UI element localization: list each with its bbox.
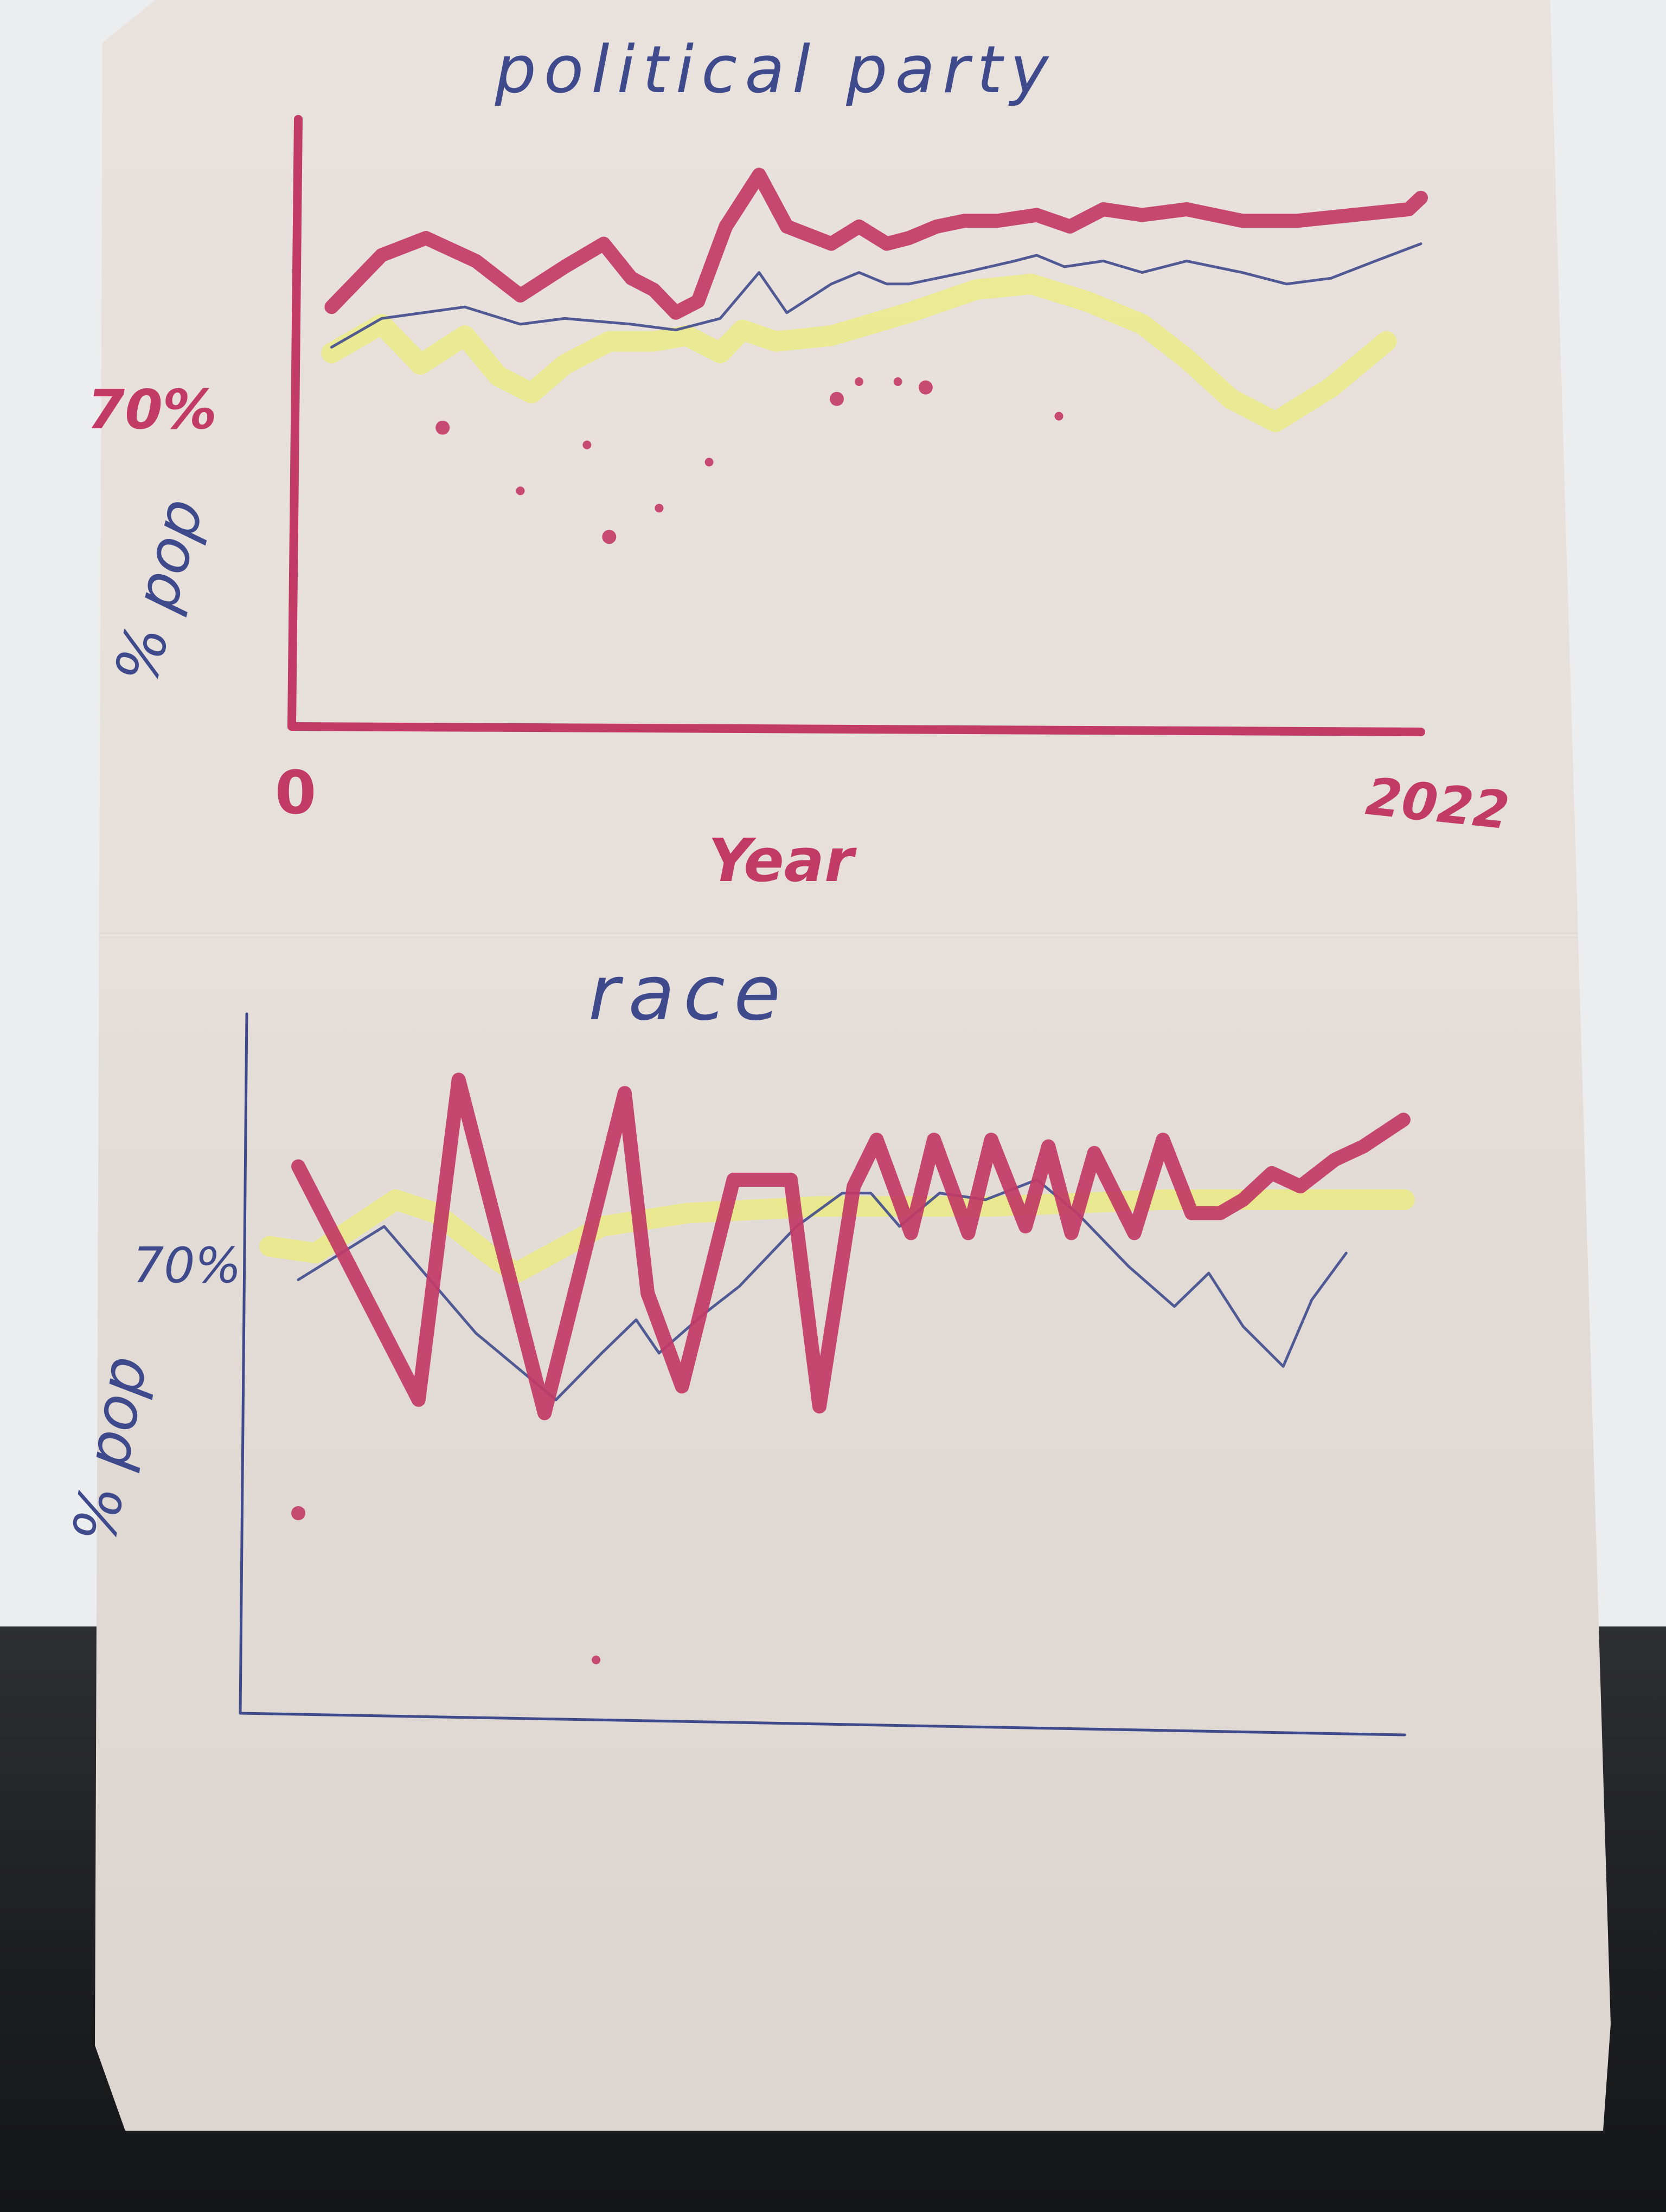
chart1-dot [435, 420, 450, 435]
chart1-red-series-line [324, 168, 1428, 320]
paper-fold [95, 933, 1611, 938]
chart1-dot [655, 504, 664, 513]
chart1-yellow-series-line [321, 273, 1397, 433]
chart1-blue-series-line [330, 242, 1422, 349]
chart1-dot [854, 377, 863, 386]
chart1-axes [287, 115, 1425, 736]
chart2-series [259, 1072, 1415, 1664]
chart1-dot [582, 440, 592, 449]
chart1-y-tick-label: 70% [87, 378, 217, 441]
chart1-series [321, 168, 1428, 544]
chart1-dot [602, 530, 617, 544]
chart2-dot [592, 1655, 601, 1664]
chart2-x-axis [239, 1712, 1406, 1737]
chart1-x-tick-start: 0 [275, 758, 317, 827]
chart2-dot [291, 1506, 306, 1520]
chart1-x-axis [287, 722, 1425, 736]
chart1-dot [893, 377, 902, 386]
chart1-dot [516, 486, 525, 496]
chart2-axes [239, 1012, 1406, 1737]
chart1-x-axis-label: Year [708, 826, 857, 895]
chart1-title: political party [495, 33, 1056, 108]
chart2-title: race [588, 949, 789, 1038]
chart1-dot [704, 458, 714, 467]
chart2-blue-series-line [297, 1178, 1348, 1401]
chart1-x-tick-end: 2022 [1363, 767, 1512, 841]
chart2-y-axis [239, 1012, 248, 1715]
chart1-dot [918, 380, 933, 395]
chart2-red-series-line [291, 1072, 1411, 1420]
chart1-dot [830, 391, 844, 406]
chart2-yellow-series-line [259, 1189, 1415, 1284]
chart2-y-tick-label: 70% [133, 1237, 241, 1294]
chart1-dot [1054, 411, 1063, 421]
chart1-y-axis [287, 115, 303, 731]
chart2-y-axis-label: % pop [59, 1351, 160, 1548]
